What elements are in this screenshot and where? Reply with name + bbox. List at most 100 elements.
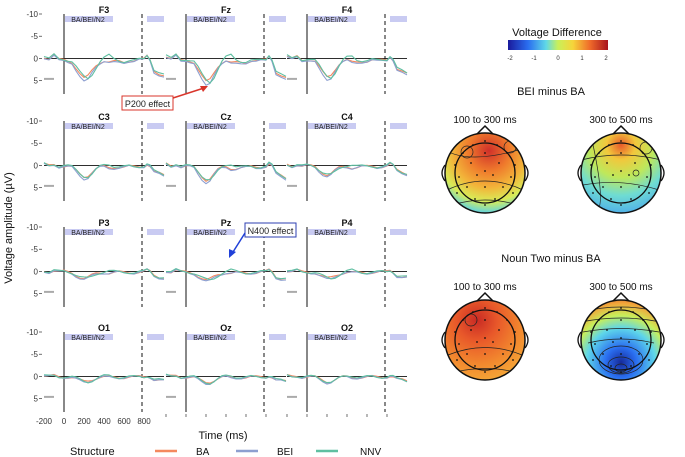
- window-bar: [187, 334, 235, 340]
- window-bar: [308, 334, 356, 340]
- electrode-dot: [620, 307, 622, 309]
- window-bar: [147, 123, 164, 129]
- electrode-dot: [598, 152, 600, 154]
- series-line-bei: [43, 162, 165, 181]
- legend-title: Structure: [70, 446, 115, 457]
- electrode-dot: [620, 152, 622, 154]
- legend-label-ba: BA: [196, 447, 210, 457]
- topomap-row-title-n2: Noun Two minus BA: [501, 253, 601, 265]
- window-bar: [147, 16, 164, 22]
- electrode-dot: [628, 341, 630, 343]
- electrode-dot: [612, 174, 614, 176]
- head-outline: [577, 291, 665, 381]
- electrode-dot: [620, 204, 622, 206]
- window-label: BA/BEI/N2: [314, 124, 348, 131]
- electrode-dot: [472, 144, 474, 146]
- y-tick-label: -10: [26, 328, 38, 337]
- series-line-nnv: [165, 373, 287, 385]
- p200-label: P200 effect: [125, 99, 171, 109]
- electrode-dot: [484, 337, 486, 339]
- electrode-dot: [510, 176, 512, 178]
- electrode-dot: [594, 176, 596, 178]
- colorbar: Voltage Difference -2 -1 0 1 2: [507, 27, 608, 62]
- head-outline: [441, 124, 529, 214]
- y-tick-label: 0: [34, 54, 39, 63]
- y-tick-label: 5: [34, 290, 39, 299]
- y-tick-label: -10: [26, 117, 38, 126]
- panel-c4: C4 BA/BEI/N2: [286, 112, 408, 201]
- window-bar: [187, 123, 235, 129]
- window-bar: [390, 16, 407, 22]
- electrode-dot: [484, 371, 486, 373]
- x-tick-label: 800: [137, 417, 151, 426]
- panel-cz: Cz BA/BEI/N2: [165, 112, 287, 201]
- electrode-dot: [630, 365, 632, 367]
- y-tick-label: -10: [26, 223, 38, 232]
- electrode-dot: [484, 140, 486, 142]
- electrode-dot: [496, 311, 498, 313]
- topomap-label: 300 to 500 ms: [589, 282, 652, 293]
- panel-fz: Fz BA/BEI/N2: [165, 5, 287, 94]
- electrode-dot: [606, 329, 608, 331]
- electrode-dot: [502, 186, 504, 188]
- electrode-dot: [472, 311, 474, 313]
- electrode-dot: [466, 353, 468, 355]
- y-tick-label: 0: [34, 161, 39, 170]
- series-line-nnv: [165, 53, 287, 84]
- electrode-dot: [608, 311, 610, 313]
- channel-title: C4: [341, 112, 353, 122]
- window-label: BA/BEI/N2: [314, 17, 348, 24]
- window-bar: [390, 229, 407, 235]
- panel-p4: P4 BA/BEI/N2: [286, 218, 408, 307]
- nose-icon: [476, 291, 494, 302]
- window-label: BA/BEI/N2: [71, 335, 105, 342]
- electrode-dot: [638, 186, 640, 188]
- electrode-dot: [456, 359, 458, 361]
- electrode-dot: [620, 337, 622, 339]
- electrode-dot: [510, 343, 512, 345]
- ear-icon: [660, 164, 665, 182]
- panel-oz: Oz BA/BEI/N2: [165, 323, 287, 412]
- panel-o2: O2 BA/BEI/N2: [286, 323, 408, 412]
- electrode-dot: [648, 359, 650, 361]
- channel-title: O1: [98, 323, 110, 333]
- electrode-dot: [466, 186, 468, 188]
- colorbar-title: Voltage Difference: [512, 27, 602, 39]
- x-tick-label: 0: [62, 417, 67, 426]
- electrode-dot: [620, 371, 622, 373]
- topomap-label: 100 to 300 ms: [453, 115, 516, 126]
- legend: Structure BA BEI NNV: [70, 446, 381, 457]
- window-label: BA/BEI/N2: [193, 124, 227, 131]
- electrode-dot: [498, 329, 500, 331]
- channel-title: P3: [98, 218, 109, 228]
- electrode-dot: [456, 192, 458, 194]
- electrode-dot: [632, 311, 634, 313]
- head-outline: [577, 124, 665, 214]
- electrode-dot: [592, 192, 594, 194]
- series-line-nnv: [286, 374, 408, 384]
- window-bar: [390, 123, 407, 129]
- electrode-dot: [590, 331, 592, 333]
- electrode-dot: [454, 164, 456, 166]
- electrode-dot: [646, 176, 648, 178]
- window-label: BA/BEI/N2: [193, 335, 227, 342]
- electrode-dot: [650, 164, 652, 166]
- y-tick-label: -5: [31, 32, 39, 41]
- n400-annotation: N400 effect: [229, 222, 297, 258]
- colorbar-tick: -2: [507, 56, 513, 62]
- channel-title: O2: [341, 323, 353, 333]
- window-bar: [187, 16, 235, 22]
- series-line-nnv: [43, 53, 165, 80]
- ear-icon: [524, 164, 529, 182]
- electrode-dot: [484, 307, 486, 309]
- panel-f3: F3 BA/BEI/N2 -10 -5 0 5: [26, 5, 165, 94]
- channel-title: P4: [341, 218, 352, 228]
- window-bar: [269, 16, 286, 22]
- electrode-dot: [514, 164, 516, 166]
- electrode-dot: [506, 319, 508, 321]
- electrode-dot: [606, 162, 608, 164]
- channel-title: Oz: [220, 323, 232, 333]
- window-bar: [269, 123, 286, 129]
- electrode-dot: [620, 353, 622, 355]
- electrode-dot: [590, 164, 592, 166]
